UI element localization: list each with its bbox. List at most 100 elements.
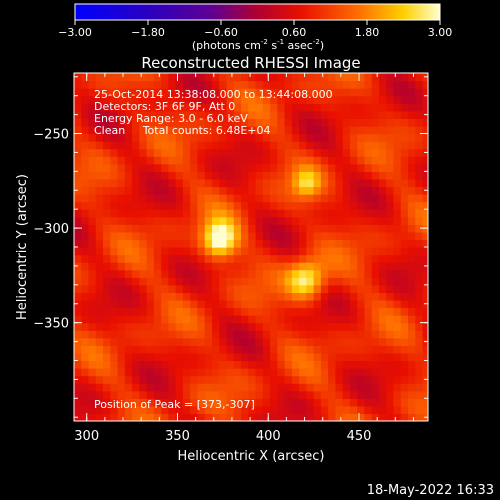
heatmap-cell — [313, 413, 322, 421]
heatmap-cell — [168, 337, 177, 346]
heatmap-cell — [233, 125, 242, 135]
heatmap-cell — [153, 231, 162, 241]
heatmap-cell — [81, 194, 90, 203]
heatmap-cell — [197, 405, 206, 415]
heatmap-cell — [371, 80, 380, 89]
heatmap-cell — [313, 156, 322, 165]
heatmap-cell — [262, 368, 271, 377]
heatmap-cell — [357, 216, 366, 225]
heatmap-cell — [408, 360, 416, 369]
heatmap-cell — [117, 390, 126, 399]
heatmap-cell — [378, 292, 387, 301]
heatmap-cell — [103, 178, 111, 188]
heatmap-cell — [110, 95, 119, 104]
heatmap-cell — [284, 194, 293, 203]
heatmap-cell — [233, 88, 242, 97]
heatmap-cell — [124, 254, 133, 263]
heatmap-cell — [190, 284, 199, 293]
heatmap-cell — [124, 231, 133, 241]
heatmap-cell — [103, 201, 111, 210]
heatmap-cell — [219, 194, 228, 203]
heatmap-cell — [110, 277, 119, 286]
heatmap-cell — [132, 254, 140, 263]
heatmap-cell — [197, 299, 206, 309]
heatmap-cell — [95, 398, 104, 407]
heatmap-cell — [277, 216, 286, 225]
heatmap-cell — [371, 345, 380, 354]
heatmap-cell — [124, 239, 133, 248]
heatmap-cell — [81, 360, 90, 369]
heatmap-cell — [117, 239, 126, 248]
heatmap-cell — [197, 307, 206, 316]
heatmap-cell — [190, 299, 199, 309]
heatmap-cell — [349, 224, 358, 233]
heatmap-cell — [226, 352, 235, 362]
heatmap-cell — [175, 262, 184, 271]
heatmap-cell — [219, 262, 228, 271]
heatmap-cell — [132, 398, 140, 407]
heatmap-cell — [335, 330, 344, 339]
heatmap-cell — [146, 254, 155, 263]
heatmap-cell — [182, 133, 191, 142]
heatmap-cell — [168, 239, 177, 248]
heatmap-cell — [88, 110, 97, 119]
heatmap-cell — [197, 398, 206, 407]
heatmap-cell — [95, 368, 104, 377]
heatmap-cell — [168, 375, 177, 384]
heatmap-cell — [161, 292, 169, 301]
heatmap-cell — [204, 80, 213, 89]
heatmap-cell — [299, 322, 307, 331]
heatmap-cell — [175, 315, 184, 324]
heatmap-cell — [422, 390, 428, 399]
heatmap-cell — [124, 390, 133, 399]
heatmap-cell — [233, 307, 242, 316]
heatmap-cell — [371, 178, 380, 188]
heatmap-cell — [357, 239, 366, 248]
heatmap-cell — [277, 73, 286, 82]
heatmap-cell — [211, 178, 220, 188]
heatmap-cell — [400, 360, 409, 369]
heatmap-cell — [364, 178, 373, 188]
heatmap-cell — [211, 186, 220, 195]
heatmap-cell — [81, 171, 90, 180]
heatmap-cell — [335, 284, 344, 293]
heatmap-cell — [248, 95, 257, 104]
heatmap-cell — [103, 262, 111, 271]
y-axis: −250−300−350 — [33, 76, 428, 418]
heatmap-cell — [371, 95, 380, 104]
heatmap-cell — [357, 398, 366, 407]
heatmap-cell — [320, 148, 329, 157]
heatmap-cell — [284, 201, 293, 210]
heatmap-cell — [349, 315, 358, 324]
heatmap-cell — [422, 209, 428, 218]
heatmap-cell — [153, 141, 162, 150]
heatmap-cell — [204, 133, 213, 142]
heatmap-cell — [255, 398, 264, 407]
heatmap-cell — [270, 375, 278, 384]
heatmap-cell — [349, 156, 358, 165]
heatmap-cell — [299, 299, 307, 309]
heatmap-cell — [74, 277, 82, 286]
heatmap-cell — [262, 375, 271, 384]
heatmap-cell — [175, 390, 184, 399]
heatmap-cell — [81, 247, 90, 256]
heatmap-cell — [313, 110, 322, 119]
heatmap-cell — [124, 95, 133, 104]
heatmap-cell — [393, 110, 402, 119]
heatmap-cell — [153, 118, 162, 127]
heatmap-cell — [408, 368, 416, 377]
heatmap-cell — [364, 133, 373, 142]
heatmap-cell — [364, 322, 373, 331]
heatmap-cell — [415, 224, 424, 233]
heatmap-cell — [74, 163, 82, 172]
heatmap-cell — [299, 231, 307, 241]
heatmap-cell — [204, 171, 213, 180]
heatmap-cell — [197, 247, 206, 256]
heatmap-cell — [117, 368, 126, 377]
heatmap-cell — [88, 231, 97, 241]
heatmap-cell — [190, 375, 199, 384]
heatmap-cell — [400, 201, 409, 210]
heatmap-cell — [161, 383, 169, 392]
heatmap-cell — [313, 125, 322, 135]
heatmap-cell — [110, 337, 119, 346]
